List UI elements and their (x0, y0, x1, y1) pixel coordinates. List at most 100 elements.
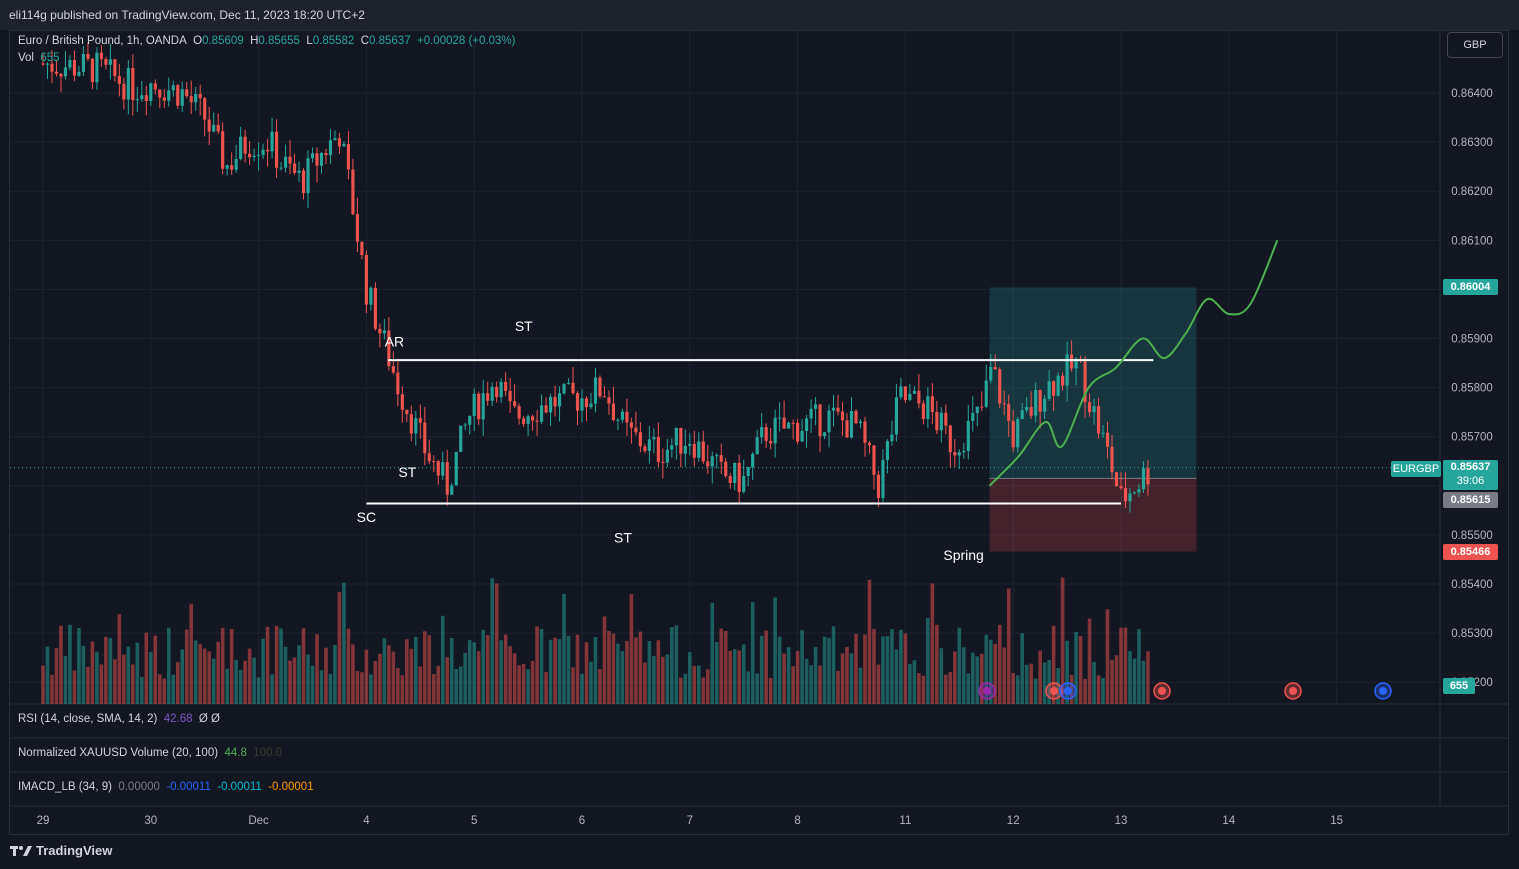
volume-bar (1110, 659, 1114, 704)
price-axis-label: 0.85800 (1451, 383, 1493, 395)
volume-bar (108, 637, 113, 704)
currency-button[interactable]: GBP (1447, 32, 1503, 58)
candle-body (831, 407, 836, 411)
price-axis-label: 0.86200 (1451, 186, 1493, 198)
volume-bar (351, 644, 355, 704)
volume-bar (1006, 588, 1011, 704)
volume-bar (503, 634, 508, 704)
volume-bar (1132, 658, 1137, 704)
volume-bar (180, 649, 185, 704)
volume-bar (324, 647, 328, 704)
volume-bar (153, 635, 158, 704)
candle-body (566, 382, 571, 384)
volume-bar (836, 670, 840, 704)
candle-body (544, 405, 548, 413)
volume-bar (1087, 618, 1092, 704)
candle-body (135, 99, 139, 101)
candle-body (396, 372, 400, 395)
imacd-legend[interactable]: IMACD_LB (34, 9) 0.00000 -0.00011 -0.000… (18, 781, 314, 793)
volume-bar (256, 677, 261, 704)
volume-bars (41, 577, 1150, 704)
volume-bar (1060, 577, 1065, 704)
candle-body (131, 67, 135, 101)
volume-bar (643, 662, 647, 704)
volume-bar (68, 624, 72, 704)
nvol-value: 44.8 (224, 747, 247, 759)
candle-body (270, 131, 274, 152)
projection-path (988, 239, 1279, 487)
volume-bar (270, 674, 274, 704)
volume-bar (530, 660, 535, 704)
candle-body (41, 63, 45, 65)
candle-body (283, 156, 288, 168)
volume-bar (894, 649, 899, 704)
candle-body (697, 441, 701, 458)
candle-body (751, 453, 755, 468)
volume-bar (494, 583, 499, 704)
price-axis-label: 0.85500 (1451, 530, 1493, 542)
candle-body (1137, 489, 1141, 493)
volume-bar (719, 628, 724, 704)
candle-body (715, 455, 719, 457)
volume-bar (59, 625, 63, 704)
volume-bar (391, 651, 396, 704)
candle-body (517, 406, 521, 419)
candle-body (912, 390, 916, 394)
publisher-info: eli114g published on TradingView.com, De… (9, 8, 365, 22)
volume-bar (535, 626, 539, 704)
candle-body (1020, 410, 1024, 420)
rsi-legend[interactable]: RSI (14, close, SMA, 14, 2) 42.68 Ø Ø (18, 713, 220, 725)
candle-body (584, 398, 589, 408)
candle-body (557, 393, 562, 407)
volume-bar (117, 614, 122, 704)
top-bar: eli114g published on TradingView.com, De… (0, 0, 1519, 30)
candle-body (531, 416, 535, 421)
candle-body (301, 170, 306, 194)
price-axis-label: 0.85400 (1451, 579, 1493, 591)
candle-body (266, 149, 270, 152)
candle-body (809, 408, 813, 419)
volume-bar (993, 643, 998, 704)
candle-body (239, 136, 243, 159)
candle-body (297, 170, 301, 173)
candle-body (1061, 375, 1065, 386)
volume-bar (279, 628, 283, 704)
candle-body (423, 422, 427, 454)
low-label: L (306, 35, 313, 47)
volume-bar (854, 633, 858, 704)
candle-body (706, 461, 710, 467)
candle-body (405, 409, 409, 415)
volume-bar (539, 628, 544, 704)
candle-body (998, 369, 1002, 404)
high-value: 0.85655 (258, 35, 300, 47)
volume-bar (1065, 640, 1069, 704)
volume-bar (261, 638, 265, 704)
candle-body (670, 445, 674, 450)
candle-body (495, 386, 499, 398)
tradingview-logo[interactable]: TradingView (10, 843, 112, 858)
candle-body (535, 420, 539, 422)
stop-price-tag: 0.85466 (1443, 544, 1498, 560)
time-axis-label: 12 (1007, 815, 1020, 827)
volume-bar (1114, 655, 1119, 704)
volume-bar (1078, 636, 1083, 704)
candle-body (805, 418, 809, 432)
candles (41, 42, 1150, 513)
candle-body (1038, 390, 1042, 412)
time-axis-label: 15 (1330, 815, 1343, 827)
volume-bar (1092, 662, 1096, 704)
nvol-legend[interactable]: Normalized XAUUSD Volume (20, 100) 44.8 … (18, 747, 282, 759)
chart-frame (9, 30, 1509, 835)
volume-bar (849, 653, 854, 704)
volume-bar (211, 658, 216, 704)
rsi-label: RSI (14, close, SMA, 14, 2) (18, 713, 158, 725)
volume-bar (944, 674, 948, 704)
volume-bar (41, 665, 45, 704)
candle-body (306, 158, 310, 194)
volume-bar (809, 665, 813, 704)
candle-body (553, 396, 557, 407)
candle-body (81, 54, 85, 72)
volume-bar (831, 626, 836, 704)
candle-body (257, 154, 261, 156)
